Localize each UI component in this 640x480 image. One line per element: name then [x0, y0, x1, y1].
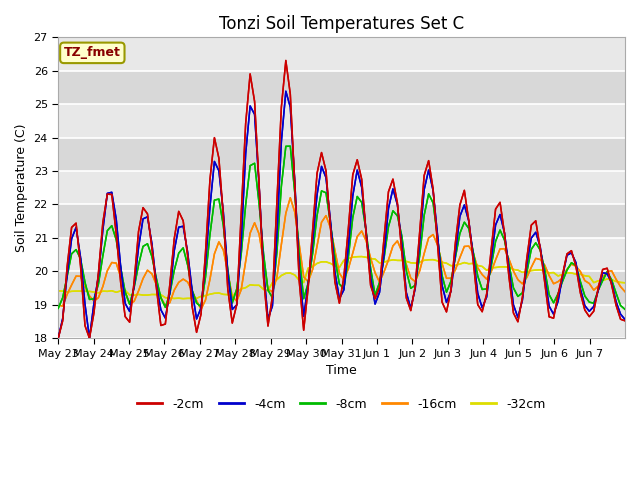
- Bar: [58, 271, 625, 305]
- Bar: [58, 305, 625, 338]
- Title: Tonzi Soil Temperatures Set C: Tonzi Soil Temperatures Set C: [219, 15, 464, 33]
- Legend: -2cm, -4cm, -8cm, -16cm, -32cm: -2cm, -4cm, -8cm, -16cm, -32cm: [132, 393, 551, 416]
- Bar: [58, 37, 625, 71]
- Y-axis label: Soil Temperature (C): Soil Temperature (C): [15, 123, 28, 252]
- X-axis label: Time: Time: [326, 364, 357, 377]
- Bar: [58, 138, 625, 171]
- Bar: [58, 238, 625, 271]
- Bar: [58, 104, 625, 138]
- Text: TZ_fmet: TZ_fmet: [64, 47, 121, 60]
- Bar: [58, 71, 625, 104]
- Bar: [58, 171, 625, 204]
- Bar: [58, 204, 625, 238]
